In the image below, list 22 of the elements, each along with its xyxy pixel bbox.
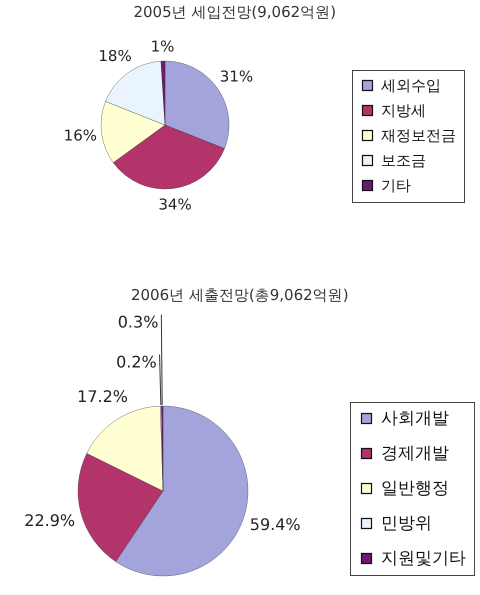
legend-label: 기타	[381, 176, 411, 194]
data-label: 0.2%	[116, 352, 157, 372]
legend-label: 재정보전금	[381, 126, 456, 144]
data-label: 31%	[220, 67, 254, 86]
chart-title: 2005년 세입전망(9,062억원)	[133, 3, 336, 21]
chart-title: 2006년 세출전망(총9,062억원)	[130, 286, 349, 304]
data-label: 1%	[150, 37, 174, 56]
legend-label: 경제개발	[381, 444, 449, 464]
data-label: 34%	[158, 196, 192, 214]
legend-label: 민방위	[381, 514, 432, 534]
legend-label: 지원및기타	[381, 548, 466, 568]
data-label: 17.2%	[77, 387, 128, 406]
data-label: 59.4%	[250, 515, 301, 534]
data-label: 18%	[98, 47, 132, 66]
data-label: 16%	[64, 126, 98, 145]
legend-label: 보조금	[381, 152, 426, 170]
legend-label: 세외수입	[381, 76, 441, 94]
legend-label: 일반행정	[381, 478, 449, 498]
legend-label: 지방세	[381, 102, 426, 120]
data-label: 0.3%	[118, 312, 158, 332]
legend-label: 사회개발	[381, 408, 449, 428]
data-label: 22.9%	[24, 511, 76, 530]
